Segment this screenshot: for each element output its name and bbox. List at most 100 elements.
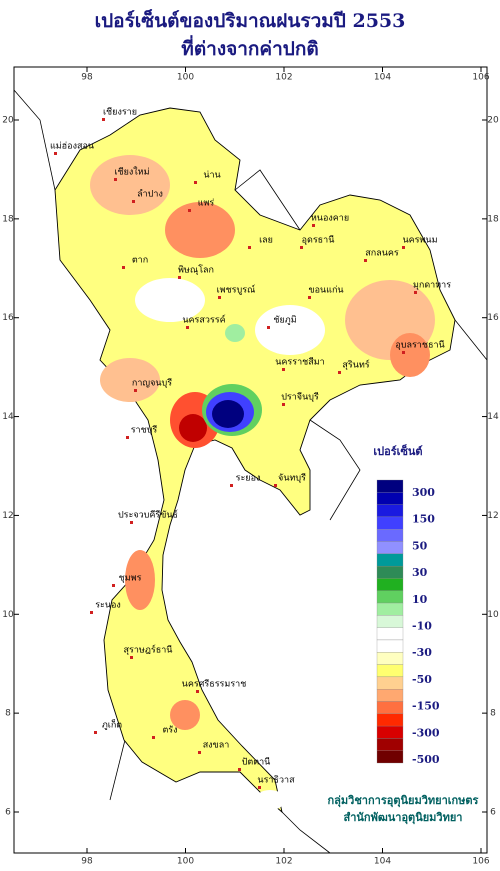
station (126, 436, 129, 439)
legend-swatch (376, 750, 404, 764)
legend-label: -500 (412, 753, 440, 766)
lat-label: 10 (487, 610, 499, 620)
place-label: พิษณุโลก (178, 265, 214, 276)
lon-label: 98 (81, 73, 93, 83)
station (130, 521, 133, 524)
place-label: นครพนม (402, 236, 437, 246)
place-label: จันทบุรี (278, 473, 306, 484)
legend-swatch (376, 479, 404, 493)
lat-label: 20 (487, 116, 499, 126)
lat-label: 20 (2, 116, 14, 126)
place-label: สกลนคร (365, 249, 399, 259)
lon-label: 100 (177, 857, 194, 867)
legend-swatch (376, 652, 404, 665)
station (54, 152, 57, 155)
station (94, 731, 97, 734)
station (238, 768, 241, 771)
credit: กลุ่มวิชาการอุตุนิยมวิทยาเกษตร (328, 794, 479, 808)
place-label: ตาก (132, 256, 148, 266)
legend-swatch (376, 578, 404, 591)
place-label: ภูเก็ต (102, 718, 122, 731)
legend-swatch (376, 738, 404, 751)
place-label: เชียงราย (103, 107, 137, 118)
station (194, 181, 197, 184)
station (102, 118, 105, 121)
legend-swatch (376, 627, 404, 641)
lat-label: 10 (2, 610, 14, 620)
place-label: นราธิวาส (257, 775, 295, 786)
legend-swatch (376, 553, 404, 567)
place-label: สุราษฎร์ธานี (124, 644, 173, 656)
station (196, 690, 199, 693)
legend-swatch (376, 725, 404, 739)
place-label: อุบลราชธานี (395, 340, 444, 351)
lon-label: 102 (275, 857, 292, 867)
place-label: เพชรบูรณ์ (217, 284, 256, 296)
station (90, 611, 93, 614)
station (312, 224, 315, 227)
legend-title: เปอร์เซ็นต์ (373, 444, 422, 458)
place-label: ประจวบคีรีขันธ์ (118, 509, 178, 521)
legend-swatch (376, 664, 404, 678)
lat-label: 14 (2, 412, 14, 422)
legend-swatch (376, 529, 404, 542)
lat-label: 18 (2, 214, 14, 224)
legend-label: 150 (412, 513, 435, 526)
station (188, 209, 191, 212)
station (114, 178, 117, 181)
title: เปอร์เซ็นต์ของปริมาณฝนรวมปี 2553 (95, 8, 406, 32)
legend-label: 50 (412, 539, 428, 552)
legend-label: -150 (412, 700, 440, 713)
station (152, 736, 155, 739)
place-label: ระยอง (236, 474, 261, 484)
station (218, 296, 221, 299)
place-label: นครศรีธรรมราช (182, 679, 247, 690)
place-label: ตรัง (162, 726, 177, 736)
legend-label: 30 (412, 566, 428, 579)
lat-label: 8 (490, 709, 496, 719)
legend-label: 300 (412, 486, 435, 499)
station (282, 368, 285, 371)
station (134, 389, 137, 392)
place-label: ปราจีนบุรี (281, 392, 319, 403)
station (178, 276, 181, 279)
station (308, 296, 311, 299)
lon-label: 104 (374, 857, 391, 867)
station (267, 326, 270, 329)
station (258, 786, 261, 789)
credit: สำนักพัฒนาอุตุนิยมวิทยา (344, 811, 463, 825)
place-label: กาญจนบุรี (132, 378, 172, 389)
lon-label: 100 (177, 73, 194, 83)
legend-label: -300 (412, 726, 440, 739)
lat-label: 12 (487, 511, 498, 521)
station (414, 291, 417, 294)
place-label: ระนอง (95, 601, 121, 611)
lat-label: 12 (2, 511, 13, 521)
station (300, 246, 303, 249)
place-label: สุรินทร์ (342, 359, 369, 371)
lon-label: 98 (81, 857, 93, 867)
place-label: มุกดาหาร (413, 281, 451, 291)
station (402, 351, 405, 354)
place-label: สงขลา (203, 741, 230, 751)
lat-label: 16 (2, 313, 14, 323)
legend-label: -10 (412, 620, 432, 633)
legend-swatch (376, 602, 404, 616)
legend-label: 10 (412, 593, 428, 606)
lon-label: 104 (374, 73, 391, 83)
lat-label: 16 (487, 313, 499, 323)
lat-label: 18 (487, 214, 499, 224)
station (112, 584, 115, 587)
place-label: ราชบุรี (131, 425, 158, 436)
place-label: แม่ฮ่องสอน (50, 142, 94, 152)
lat-label: 14 (487, 412, 499, 422)
place-label: ปัตตานี (242, 757, 271, 768)
legend-label: -30 (412, 646, 432, 659)
place-label: นครราชสีมา (275, 357, 324, 368)
legend-swatch (376, 541, 404, 554)
place-label: ขอนแก่น (308, 286, 343, 296)
place-label: ชัยภูมิ (273, 315, 296, 326)
place-label: หนองคาย (311, 214, 349, 224)
station (248, 246, 251, 249)
